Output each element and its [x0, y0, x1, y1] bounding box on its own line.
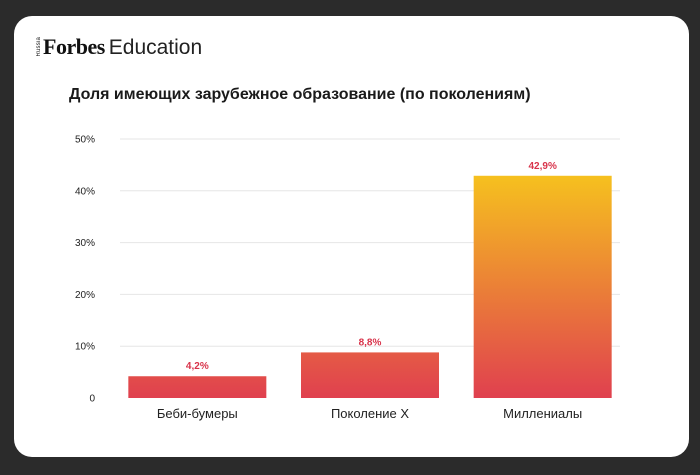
x-tick-label: Беби-бумеры: [157, 406, 238, 421]
data-label: 8,8%: [359, 337, 382, 348]
logo-education-text: Education: [108, 36, 203, 59]
y-tick-label: 0: [89, 394, 95, 405]
y-tick-label: 50%: [75, 135, 95, 146]
y-tick-label: 10%: [75, 342, 95, 353]
bar: [301, 352, 439, 398]
logo-forbes-text: Forbes: [43, 34, 105, 59]
y-tick-label: 20%: [75, 290, 95, 301]
forbes-education-logo: Russia Forbes Education: [36, 34, 202, 60]
x-tick-label: Поколение X: [331, 406, 409, 421]
data-label: 42,9%: [528, 161, 556, 172]
bar: [473, 175, 612, 398]
x-tick-label: Миллениалы: [503, 406, 582, 421]
chart-title: Доля имеющих зарубежное образование (по …: [69, 86, 531, 103]
y-tick-label: 30%: [75, 238, 95, 249]
bar: [128, 376, 267, 398]
y-tick-label: 40%: [75, 186, 95, 197]
data-label: 4,2%: [186, 361, 209, 372]
